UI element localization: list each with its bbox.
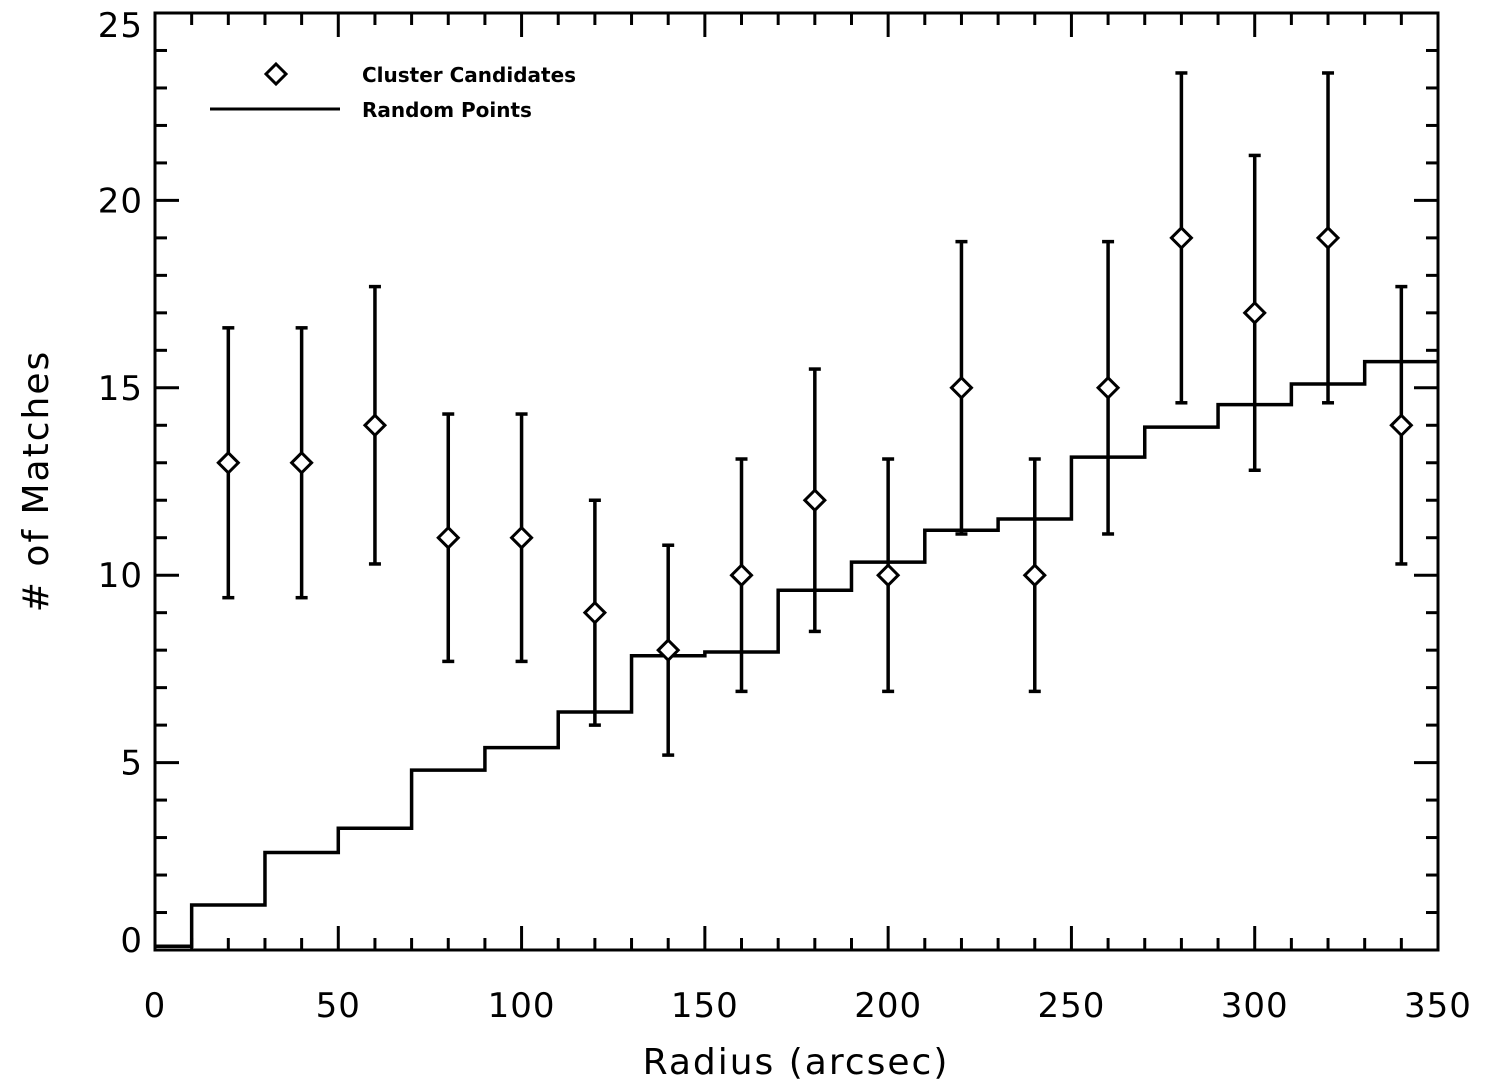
y-tick-label: 15	[98, 369, 143, 409]
cluster-candidate-point	[1095, 239, 1121, 536]
y-tick-label: 10	[98, 556, 143, 596]
legend-label-cluster-candidates: Cluster Candidates	[362, 63, 576, 87]
cluster-candidate-point	[656, 543, 681, 757]
diamond-marker	[436, 525, 461, 550]
diamond-marker	[802, 488, 827, 513]
cluster-candidate-point	[362, 284, 388, 566]
cluster-candidate-point	[876, 457, 901, 694]
legend-label-random-points: Random Points	[362, 98, 532, 122]
cluster-candidate-point	[582, 498, 608, 727]
cluster-candidate-point	[289, 326, 314, 600]
diamond-marker	[1315, 225, 1341, 251]
cluster-candidate-point	[1389, 284, 1414, 566]
x-tick-label: 50	[316, 986, 361, 1026]
x-tick-label: 0	[144, 986, 167, 1026]
random-points-series	[155, 359, 1438, 949]
cluster-candidate-point	[1022, 457, 1047, 694]
x-axis-label: Radius (arcsec)	[643, 1042, 950, 1083]
cluster-candidate-point	[509, 412, 534, 664]
x-tick-label: 300	[1221, 986, 1289, 1026]
cluster-candidates-series	[216, 71, 1414, 757]
diamond-marker	[582, 600, 608, 625]
x-tick-label: 250	[1037, 986, 1105, 1026]
x-tick-label: 150	[671, 986, 739, 1026]
cluster-candidate-point	[1169, 71, 1194, 405]
plot-frame	[153, 11, 1440, 952]
axis-ticks	[153, 11, 1440, 952]
cluster-candidate-point	[436, 412, 461, 664]
diamond-marker	[216, 450, 241, 475]
diamond-marker	[1095, 375, 1121, 400]
x-tick-label: 100	[488, 986, 556, 1026]
legend: Cluster Candidates Random Points	[210, 61, 576, 122]
diamond-marker	[729, 563, 754, 588]
y-tick-label: 0	[120, 921, 143, 961]
tick-labels: 0 50 100 150 200 250 300 350 0 5 10 15 20 25	[98, 6, 1472, 1026]
diamond-marker	[949, 375, 974, 400]
y-axis-label: # of Matches	[16, 350, 57, 613]
y-tick-label: 20	[98, 181, 143, 221]
random-points-step-line	[155, 359, 1438, 949]
diamond-marker	[1022, 563, 1047, 588]
y-tick-label: 5	[120, 744, 143, 784]
x-tick-label: 200	[854, 986, 922, 1026]
diamond-marker	[656, 638, 681, 663]
diamond-marker	[1389, 413, 1414, 438]
cluster-candidate-point	[802, 367, 827, 634]
legend-diamond-marker	[263, 61, 289, 87]
x-tick-label: 350	[1404, 986, 1472, 1026]
cluster-candidate-point	[216, 326, 241, 600]
diamond-marker	[362, 413, 388, 438]
cluster-candidate-point	[1242, 153, 1267, 473]
cluster-candidate-point	[949, 239, 974, 536]
diamond-marker	[876, 563, 901, 588]
diamond-marker	[1169, 225, 1194, 251]
diamond-marker	[289, 450, 314, 475]
y-tick-label: 25	[98, 6, 143, 46]
cluster-candidate-point	[1315, 71, 1341, 405]
diamond-marker	[1242, 300, 1267, 325]
cluster-candidate-point	[729, 457, 754, 694]
diamond-marker	[509, 525, 534, 550]
